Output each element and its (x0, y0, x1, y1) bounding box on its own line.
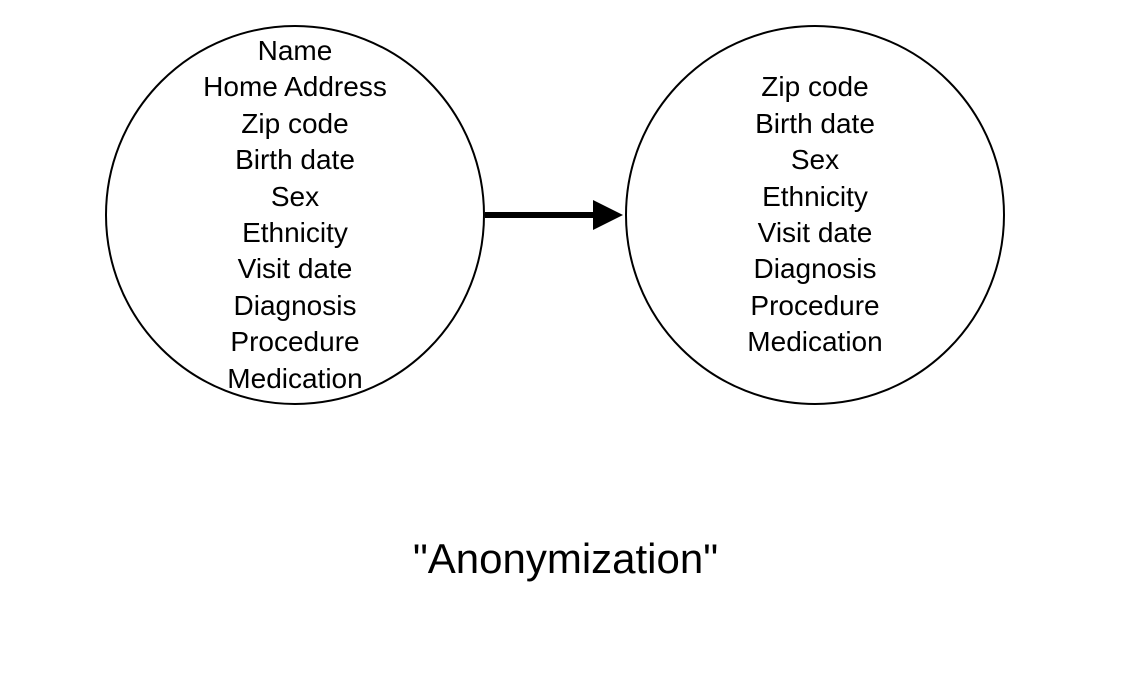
right-item-6: Procedure (750, 288, 879, 324)
arrow-line (485, 212, 595, 218)
left-item-2: Zip code (241, 106, 348, 142)
right-item-4: Visit date (758, 215, 873, 251)
left-item-3: Birth date (235, 142, 355, 178)
diagram-caption: "Anonymization" (0, 535, 1131, 583)
right-item-5: Diagnosis (754, 251, 877, 287)
left-item-8: Procedure (230, 324, 359, 360)
left-item-0: Name (258, 33, 333, 69)
right-circle-node: Zip code Birth date Sex Ethnicity Visit … (625, 25, 1005, 405)
left-item-4: Sex (271, 179, 319, 215)
arrow-edge (485, 200, 625, 230)
left-circle-node: Name Home Address Zip code Birth date Se… (105, 25, 485, 405)
right-item-3: Ethnicity (762, 179, 868, 215)
right-item-2: Sex (791, 142, 839, 178)
left-item-9: Medication (227, 361, 362, 397)
right-item-1: Birth date (755, 106, 875, 142)
left-item-7: Diagnosis (234, 288, 357, 324)
arrow-head-icon (593, 200, 623, 230)
left-item-6: Visit date (238, 251, 353, 287)
left-item-5: Ethnicity (242, 215, 348, 251)
right-item-7: Medication (747, 324, 882, 360)
right-item-0: Zip code (761, 69, 868, 105)
left-item-1: Home Address (203, 69, 387, 105)
